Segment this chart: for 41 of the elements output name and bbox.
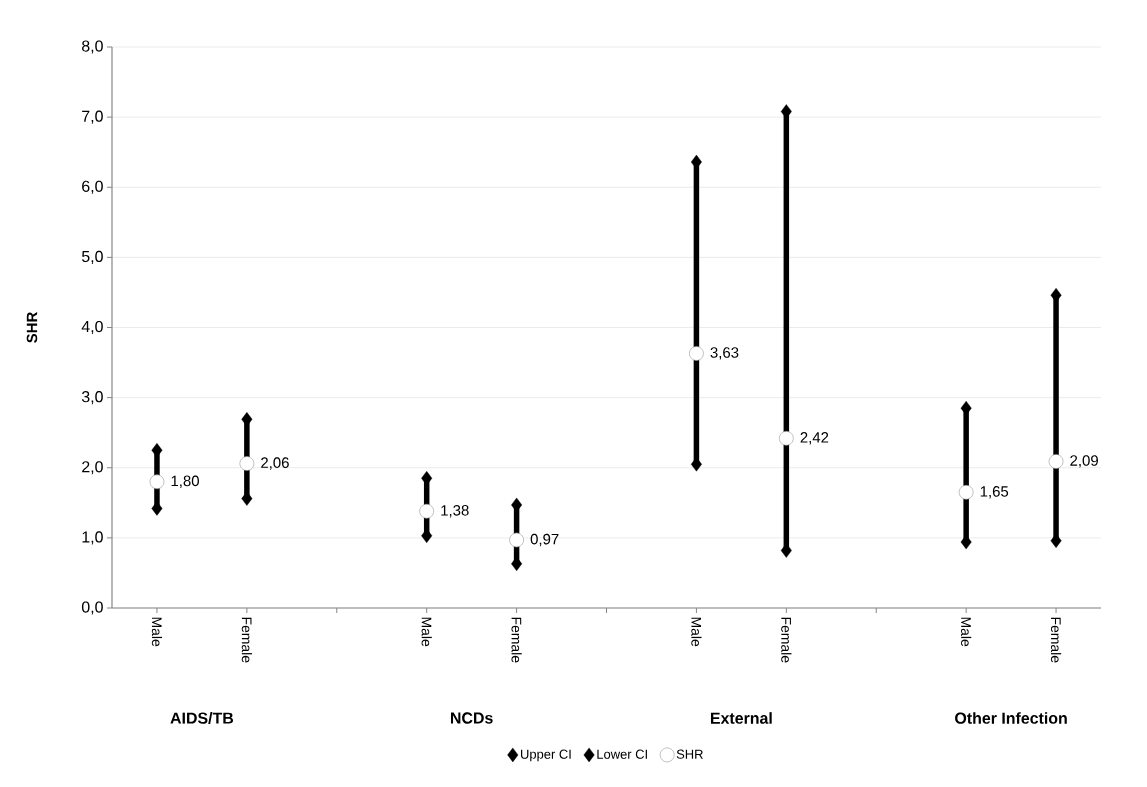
x-tick-label: Male (961, 617, 972, 647)
y-tick-label: 8,0 (82, 40, 103, 54)
x-tick-label: Female (511, 617, 522, 663)
data-label: 2,09 (1070, 455, 1098, 468)
y-tick-label: 7,0 (82, 110, 103, 124)
data-label: 1,80 (171, 475, 199, 488)
point (958, 484, 974, 500)
point (1048, 454, 1064, 469)
x-tick-label: Male (691, 617, 702, 647)
x-tick-label: Female (781, 617, 792, 663)
y-tick-label: 1,0 (82, 531, 103, 545)
point (509, 532, 524, 548)
y-tick-label: 3,0 (81, 391, 103, 405)
y-tick-label: 4,0 (81, 320, 103, 335)
x-tick-label: Female (241, 617, 252, 663)
y-tick-label: 6,0 (82, 180, 103, 194)
point (689, 346, 704, 361)
y-tick-label: 2,0 (82, 461, 103, 475)
x-tick-label: Male (421, 617, 432, 647)
y-axis-title: SHR (26, 312, 38, 343)
text: AIDS/TB (170, 712, 234, 724)
y-tick-label: 0,0 (81, 601, 103, 615)
y-tick-label: 5,0 (81, 250, 103, 264)
point (419, 503, 434, 519)
data-label: 2,06 (261, 457, 289, 470)
data-label: 2,42 (800, 432, 829, 445)
x-tick-label: Male (151, 617, 163, 647)
data-label: 0,97 (530, 533, 559, 547)
point (149, 474, 165, 490)
data-label: 3,63 (710, 347, 739, 360)
x-tick-label: Female (1050, 617, 1062, 663)
legend-label: Lower CI (597, 749, 647, 759)
text: External (710, 712, 772, 724)
data-label: 1,65 (980, 486, 1009, 499)
legend-label: Upper CI (521, 749, 571, 762)
point (779, 431, 794, 446)
text: NCDs (451, 712, 493, 724)
legend-label: SHR (676, 749, 703, 759)
data-label: 1,38 (441, 505, 469, 518)
text: Other Infection (955, 712, 1067, 724)
point (239, 456, 255, 471)
